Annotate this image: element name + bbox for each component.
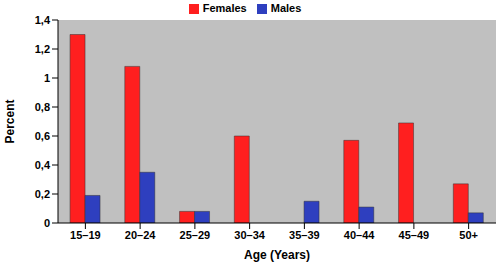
svg-text:0,4: 0,4 (35, 159, 51, 171)
svg-text:45–49: 45–49 (399, 229, 430, 241)
svg-text:0: 0 (44, 217, 50, 229)
svg-text:30–34: 30–34 (234, 229, 265, 241)
html-text:Females: Females (202, 2, 247, 14)
svg-text:25–29: 25–29 (180, 229, 211, 241)
svg-text:1: 1 (44, 72, 50, 84)
svg-text:0,8: 0,8 (35, 101, 50, 113)
svg-text:1,2: 1,2 (35, 43, 50, 55)
svg-text:0,6: 0,6 (35, 130, 50, 142)
svg-text:Age (Years): Age (Years) (244, 248, 310, 262)
svg-text:1,4: 1,4 (35, 14, 51, 26)
svg-text:15–19: 15–19 (70, 229, 101, 241)
svg-text:20–24: 20–24 (125, 229, 156, 241)
svg-text:Percent: Percent (8, 99, 17, 143)
svg-text:35–39: 35–39 (289, 229, 320, 241)
svg-text:50+: 50+ (459, 229, 478, 241)
html-text:Males: Males (270, 2, 302, 14)
svg-text:0,2: 0,2 (35, 188, 50, 200)
svg-text:40–44: 40–44 (344, 229, 375, 241)
